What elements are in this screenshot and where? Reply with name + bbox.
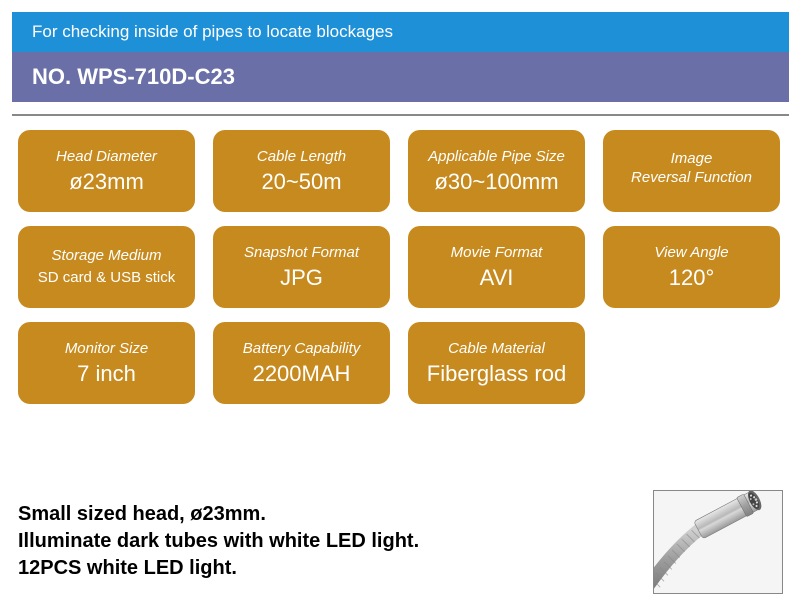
spec-tile-value: SD card & USB stick [38,270,176,287]
spec-tile-label: Monitor Size [65,340,148,359]
spec-tile-label: Battery Capability [243,340,361,359]
spec-tile: Battery Capability 2200MAH [213,322,390,404]
spec-tile-value: ø23mm [69,170,144,194]
spec-tile-value: ø30~100mm [434,170,558,194]
spec-tile-value: Fiberglass rod [427,362,566,386]
spec-tile-value: 2200MAH [253,362,351,386]
spec-tile-value: 7 inch [77,362,136,386]
description-block: Small sized head, ø23mm. Illuminate dark… [18,501,419,582]
spec-tile-label: Cable Length [257,148,346,167]
spec-tile: ImageReversal Function [603,130,780,212]
spec-tile-value: 120° [669,266,715,290]
product-thumbnail [653,490,783,594]
spec-tile: Cable Length 20~50m [213,130,390,212]
spec-tile-label: View Angle [654,244,728,263]
spec-tile-label: ImageReversal Function [631,150,752,188]
spec-tile: Storage Medium SD card & USB stick [18,226,195,308]
spec-tile: Cable Material Fiberglass rod [408,322,585,404]
spec-tile: View Angle 120° [603,226,780,308]
spec-tile: Applicable Pipe Size ø30~100mm [408,130,585,212]
banner-subtitle: For checking inside of pipes to locate b… [12,12,789,52]
spec-tile-label: Storage Medium [51,247,161,266]
spec-tile-label: Head Diameter [56,148,157,167]
spec-tile: Head Diameter ø23mm [18,130,195,212]
spec-tile: Monitor Size 7 inch [18,322,195,404]
spec-tile: Snapshot Format JPG [213,226,390,308]
spec-tile-label: Applicable Pipe Size [428,148,565,167]
spec-tile-label: Snapshot Format [244,244,359,263]
camera-head-icon [654,491,782,593]
spec-tile-label: Cable Material [448,340,545,359]
spec-tile-value: 20~50m [261,170,341,194]
spec-tile: Movie Format AVI [408,226,585,308]
description-line: Small sized head, ø23mm. [18,501,419,528]
spec-tile-value: AVI [480,266,514,290]
spec-tile-label: Movie Format [451,244,543,263]
spec-tile-value: JPG [280,266,323,290]
description-line: Illuminate dark tubes with white LED lig… [18,528,419,555]
description-line: 12PCS white LED light. [18,555,419,582]
banner-model-number: NO. WPS-710D-C23 [12,52,789,102]
divider [12,114,789,116]
spec-grid: Head Diameter ø23mm Cable Length 20~50m Appl… [18,130,783,404]
